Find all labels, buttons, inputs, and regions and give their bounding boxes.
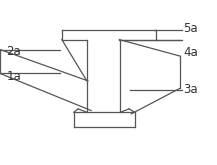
Text: 1a: 1a [7,69,21,82]
Text: 4a: 4a [183,46,198,59]
Text: 2a: 2a [7,45,21,58]
Text: 5a: 5a [183,22,198,35]
Text: 3a: 3a [183,83,198,96]
